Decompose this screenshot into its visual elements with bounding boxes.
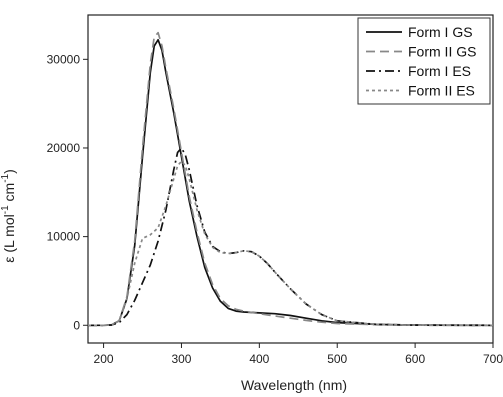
y-axis-title-superscript: -1 (0, 205, 11, 214)
series-line-form-i-gs (88, 38, 494, 327)
y-axis-title-part: ε (L mol (1, 214, 17, 263)
legend-label: Form I ES (408, 63, 471, 79)
x-tick-label: 600 (405, 352, 425, 366)
y-tick-label: 30000 (47, 52, 81, 66)
x-axis: 200 300 400 500 600 700 (94, 343, 503, 366)
legend: Form I GS Form II GS Form I ES Form II ES (357, 17, 491, 105)
series-line-form-i-es (88, 147, 494, 327)
x-tick-label: 300 (171, 352, 191, 366)
x-tick-label: 200 (94, 352, 114, 366)
series-layer (88, 31, 494, 327)
x-axis-title: Wavelength (nm) (241, 377, 347, 393)
x-tick-label: 400 (249, 352, 269, 366)
y-axis: 0 10000 20000 30000 (47, 52, 88, 332)
y-tick-label: 20000 (47, 141, 81, 155)
legend-label: Form II ES (408, 83, 475, 99)
series-line-form-ii-es (88, 160, 494, 327)
x-tick-label: 700 (483, 352, 503, 366)
y-axis-title: ε (L mol-1 cm-1) (0, 169, 17, 263)
y-axis-title-superscript: -1 (0, 173, 11, 182)
legend-label: Form I GS (408, 24, 473, 40)
x-tick-label: 500 (327, 352, 347, 366)
y-axis-title-part: cm (1, 183, 17, 206)
y-tick-label: 10000 (47, 230, 81, 244)
plot-area (87, 14, 494, 344)
series-line-form-ii-gs (88, 31, 494, 327)
plot-border (87, 14, 494, 344)
legend-label: Form II GS (408, 44, 476, 60)
y-axis-title-part: ) (1, 169, 17, 174)
y-tick-label: 0 (73, 318, 80, 332)
